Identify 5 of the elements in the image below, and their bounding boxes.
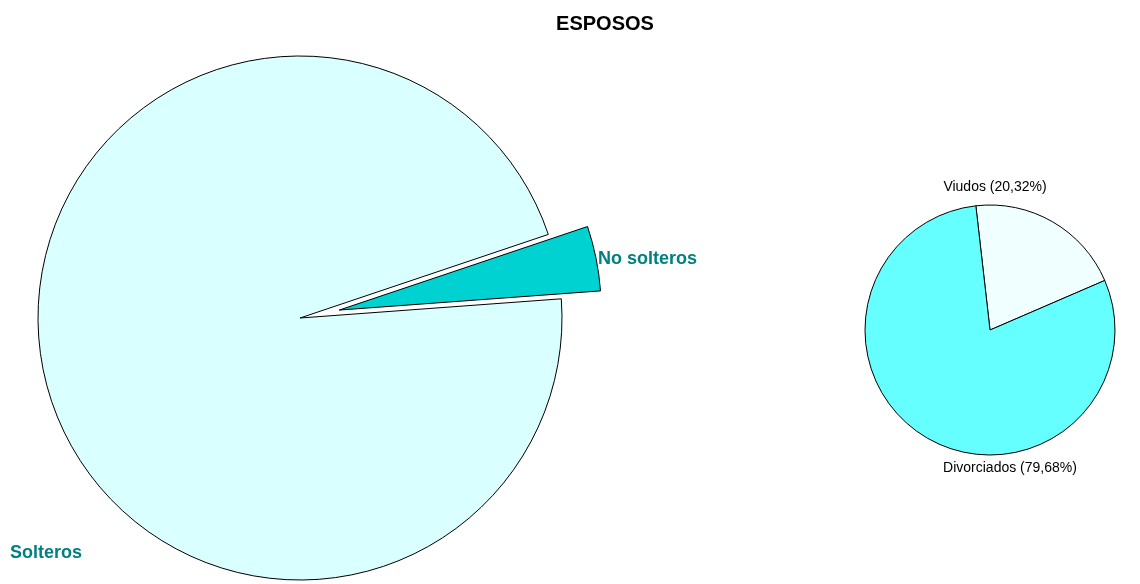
slice-label: Viudos (20,32%) xyxy=(943,178,1047,194)
chart-title: ESPOSOS xyxy=(556,12,654,34)
slice-label: No solteros xyxy=(598,247,698,268)
slice-label: Divorciados (79,68%) xyxy=(943,459,1077,475)
slice-label: Solteros xyxy=(10,542,83,562)
